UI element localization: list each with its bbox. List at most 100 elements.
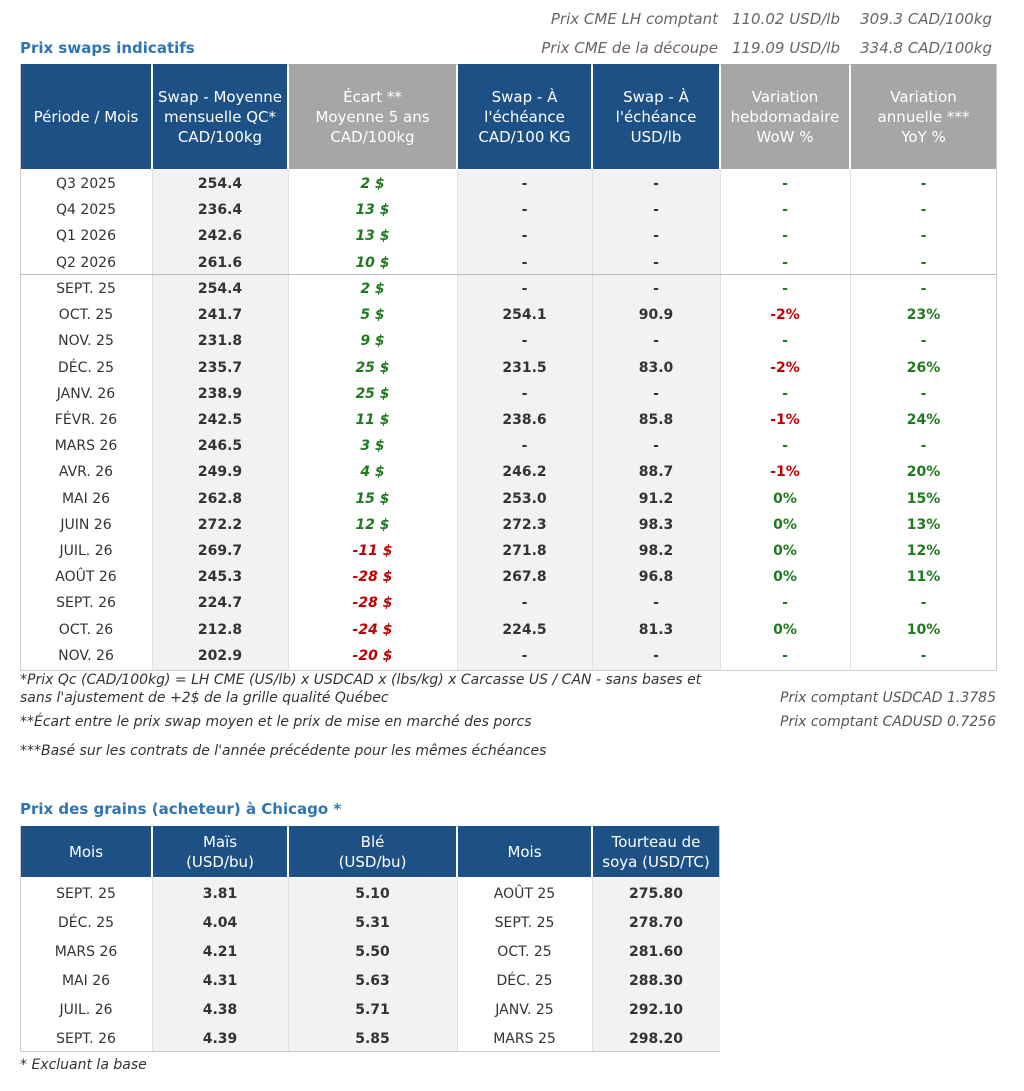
table-cell: 88.7: [638, 464, 674, 481]
text-line: hebdomadaire: [730, 107, 840, 126]
table-cell: 5.71: [355, 1001, 390, 1018]
table-cell: 249.9: [197, 464, 243, 481]
separator: [20, 274, 997, 275]
table-cell: 0%: [773, 516, 797, 533]
table-cell: FÉVR. 26: [54, 412, 118, 429]
column-divider: [288, 878, 289, 1051]
table-cell: -: [782, 228, 788, 245]
table-cell: -: [653, 202, 659, 219]
text-line: (USD/bu): [186, 852, 254, 871]
table-cell: -: [521, 595, 528, 612]
table-cell: DÉC. 25: [57, 359, 115, 376]
table-cell: -: [782, 438, 788, 455]
table-cell: 269.7: [197, 543, 243, 560]
table-cell: 2 $: [360, 176, 385, 193]
table-cell: 278.70: [628, 914, 684, 931]
spot-label: Prix CME de la découpe: [541, 39, 718, 57]
table-cell: -: [782, 202, 788, 219]
text-line: WoW %: [756, 127, 814, 146]
table-cell: 242.5: [197, 412, 243, 429]
table-cell: 202.9: [197, 647, 243, 664]
table-cell: 12%: [906, 543, 941, 560]
table-cell: 246.2: [502, 464, 547, 481]
table-cell: JANV. 26: [56, 385, 116, 402]
table-cell: MARS 26: [54, 438, 118, 455]
table-cell: 15 $: [355, 490, 390, 507]
table-cell: 2 $: [360, 281, 385, 298]
table-cell: 4.31: [202, 972, 238, 989]
table-cell: 298.20: [628, 1030, 684, 1047]
table-cell: Q4 2025: [55, 202, 116, 219]
column-divider: [152, 878, 153, 1051]
footnote: **Écart entre le prix swap moyen et le p…: [20, 714, 532, 730]
table-cell: -: [653, 333, 659, 350]
table-cell: 212.8: [197, 621, 243, 638]
text-line: USD/lb: [630, 127, 682, 146]
text-line: Moyenne 5 ans: [315, 107, 430, 126]
table-cell: -1%: [770, 464, 800, 481]
text-line: Écart **: [343, 87, 402, 106]
table-cell: 272.3: [502, 516, 547, 533]
table-cell: 245.3: [197, 569, 243, 586]
header-cell: Mois: [21, 826, 151, 877]
table-cell: -: [521, 254, 528, 271]
text-line: l'échéance: [484, 107, 565, 126]
text-line: annuelle ***: [877, 107, 970, 126]
table-cell: 5.85: [355, 1030, 390, 1047]
table-cell: -: [782, 647, 788, 664]
table-cell: 224.7: [197, 595, 243, 612]
table-cell: 13 $: [355, 202, 390, 219]
table-cell: 262.8: [197, 490, 243, 507]
table-cell: -: [920, 595, 927, 612]
column-shade: [592, 170, 720, 670]
table-cell: -: [653, 281, 659, 298]
table-cell: 238.9: [197, 385, 243, 402]
column-divider: [720, 170, 721, 670]
table-cell: MARS 25: [493, 1030, 556, 1047]
spot-fx: Prix comptant CADUSD 0.7256: [780, 714, 996, 730]
spot-usd: 119.09 USD/lb: [731, 39, 840, 57]
table-cell: -2%: [770, 359, 800, 376]
table-cell: -: [521, 385, 528, 402]
table-cell: AOÛT 25: [493, 885, 556, 902]
table-cell: 4.04: [202, 914, 238, 931]
table-cell: -: [521, 228, 528, 245]
table-cell: SEPT. 26: [56, 595, 116, 612]
table-cell: 238.6: [502, 412, 547, 429]
table-cell: OCT. 26: [58, 621, 114, 638]
table-cell: 12 $: [355, 516, 390, 533]
table-cell: -: [920, 254, 927, 271]
spot-cad: 334.8 CAD/100kg: [860, 39, 992, 57]
table-cell: 20%: [906, 464, 941, 481]
table-cell: 0%: [773, 569, 797, 586]
table-cell: -24 $: [352, 621, 393, 638]
table-cell: 98.2: [638, 543, 674, 560]
table-cell: -: [521, 176, 528, 193]
text-line: soya (USD/TC): [602, 852, 710, 871]
table-cell: 13%: [906, 516, 941, 533]
table-cell: Q3 2025: [55, 176, 116, 193]
table-cell: -: [521, 202, 528, 219]
table-cell: 0%: [773, 543, 797, 560]
text-line: mensuelle QC*: [163, 107, 276, 126]
header-cell: Maïs (USD/bu): [153, 826, 287, 877]
table-cell: OCT. 25: [58, 307, 114, 324]
text-line: CAD/100kg: [330, 127, 415, 146]
table-cell: -: [920, 228, 927, 245]
table-cell: 11%: [906, 569, 941, 586]
text-line: Swap - À: [623, 87, 689, 106]
table-cell: 26%: [906, 359, 941, 376]
section-title: Prix swaps indicatifs: [20, 39, 195, 57]
table-cell: -: [782, 333, 788, 350]
column-divider: [457, 878, 458, 1051]
table-cell: JUIN 26: [60, 516, 112, 533]
table-cell: -: [920, 438, 927, 455]
table-cell: 10%: [906, 621, 941, 638]
table-cell: 272.2: [197, 516, 243, 533]
header-cell: Mois: [458, 826, 591, 877]
table-cell: -28 $: [352, 595, 393, 612]
table-cell: 25 $: [355, 385, 390, 402]
table-cell: DÉC. 25: [57, 914, 115, 931]
